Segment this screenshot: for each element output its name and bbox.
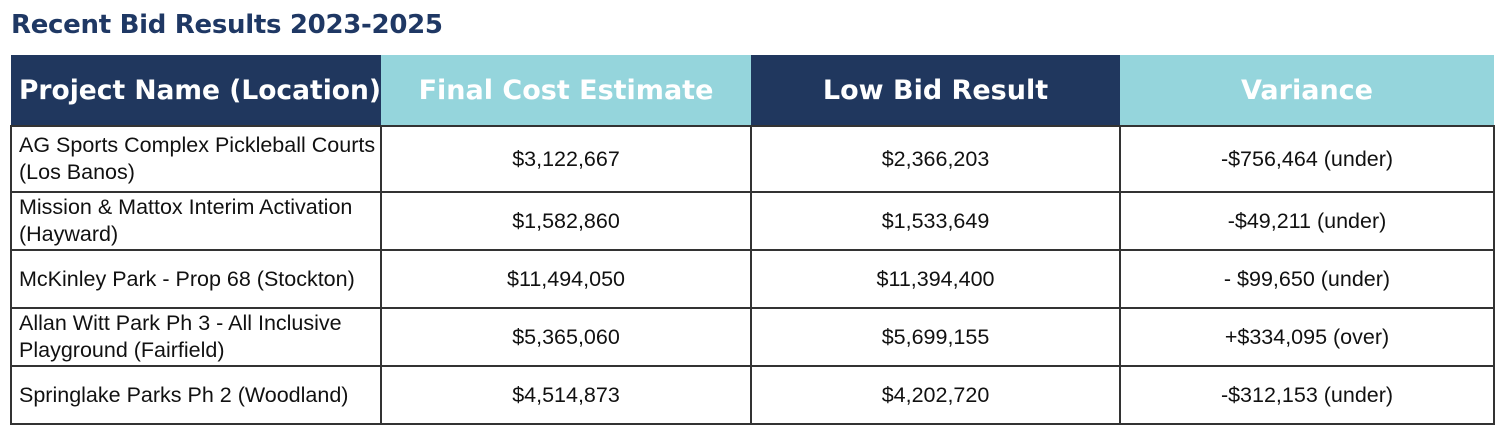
column-header-variance: Variance — [1120, 55, 1494, 126]
project-name-cell: Allan Witt Park Ph 3 - All Inclusive Pla… — [10, 307, 382, 367]
variance-cell: -$312,153 (under) — [1119, 365, 1495, 425]
low-bid-cell: $11,394,400 — [750, 249, 1121, 309]
variance-cell: -$49,211 (under) — [1119, 191, 1495, 251]
bid-results-table: Project Name (Location) Final Cost Estim… — [10, 55, 1495, 425]
project-name-cell: Mission & Mattox Interim Activation (Hay… — [10, 191, 382, 251]
column-header-low-bid: Low Bid Result — [751, 55, 1120, 126]
column-header-project: Project Name (Location) — [11, 55, 381, 126]
estimate-cell: $4,514,873 — [380, 365, 752, 425]
variance-cell: +$334,095 (over) — [1119, 307, 1495, 367]
estimate-cell: $11,494,050 — [380, 249, 752, 309]
estimate-cell: $1,582,860 — [380, 191, 752, 251]
table-row: Springlake Parks Ph 2 (Woodland) $4,514,… — [10, 365, 1495, 425]
column-header-estimate: Final Cost Estimate — [381, 55, 751, 126]
header-row: Project Name (Location) Final Cost Estim… — [11, 55, 1494, 126]
variance-cell: - $99,650 (under) — [1119, 249, 1495, 309]
project-name-cell: Springlake Parks Ph 2 (Woodland) — [10, 365, 382, 425]
low-bid-cell: $1,533,649 — [750, 191, 1121, 251]
estimate-cell: $5,365,060 — [380, 307, 752, 367]
estimate-cell: $3,122,667 — [380, 125, 752, 193]
low-bid-cell: $5,699,155 — [750, 307, 1121, 367]
table-title: Recent Bid Results 2023-2025 — [11, 10, 443, 40]
table-row: AG Sports Complex Pickleball Courts (Los… — [10, 125, 1495, 193]
project-name-cell: McKinley Park - Prop 68 (Stockton) — [10, 249, 382, 309]
table-row: Allan Witt Park Ph 3 - All Inclusive Pla… — [10, 307, 1495, 367]
table-row: McKinley Park - Prop 68 (Stockton) $11,4… — [10, 249, 1495, 309]
variance-cell: -$756,464 (under) — [1119, 125, 1495, 193]
low-bid-cell: $4,202,720 — [750, 365, 1121, 425]
project-name-cell: AG Sports Complex Pickleball Courts (Los… — [10, 125, 382, 193]
table-row: Mission & Mattox Interim Activation (Hay… — [10, 191, 1495, 251]
low-bid-cell: $2,366,203 — [750, 125, 1121, 193]
